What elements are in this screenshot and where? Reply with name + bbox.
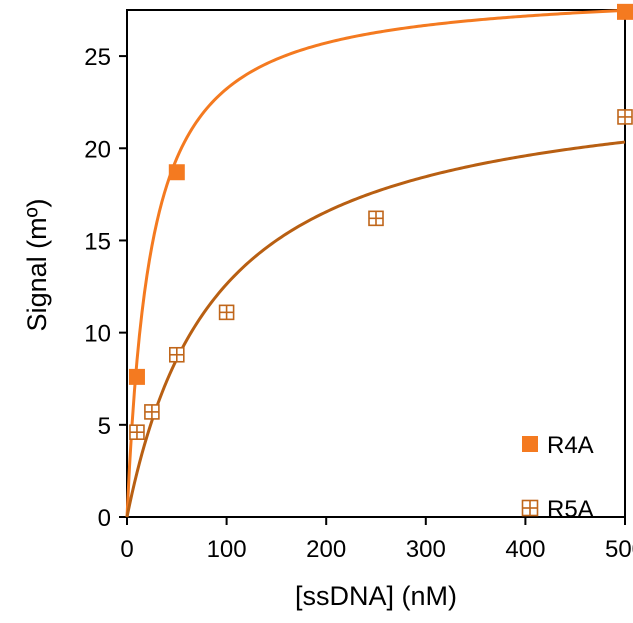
legend-marker-r5a [521,499,539,517]
x-tick-label: 200 [306,536,346,563]
x-tick-label: 0 [120,536,133,563]
y-axis-ticks: 0 5 10 15 20 25 [84,44,127,532]
fit-curve-r5a [125,140,626,518]
y-tick-label: 0 [98,505,111,532]
legend: R4A R5A [521,432,594,523]
data-point-r4a [617,3,633,20]
legend-label-r4a: R4A [547,432,594,459]
x-tick-label: 400 [505,536,545,563]
x-tick-label: 500 [605,536,633,563]
data-point-r5a [144,404,160,420]
y-tick-label: 25 [84,44,111,71]
y-tick-label: 20 [84,136,111,163]
data-point-r5a [169,346,185,363]
legend-label-r5a: R5A [547,496,594,523]
data-point-r5a [617,109,633,125]
legend-marker-r4a [522,436,538,452]
x-axis-ticks: 0 100 200 300 400 500 [120,517,633,563]
data-point-r5a [218,304,235,321]
y-tick-label: 5 [98,413,111,440]
y-tick-label: 15 [84,228,111,255]
data-point-r5a [368,210,384,227]
y-axis-title: Signal (mº) [22,199,52,332]
data-point-r4a [168,164,185,181]
plot-frame [126,9,626,518]
data-point-r5a [129,424,145,440]
x-tick-label: 100 [207,536,247,563]
fit-curves [125,8,626,518]
x-tick-label: 300 [406,536,446,563]
data-points [128,3,633,440]
fit-curve-r4a [125,8,626,518]
data-point-r4a [128,368,145,385]
y-tick-label: 10 [84,321,111,348]
x-axis-title: [ssDNA] (nM) [295,581,457,611]
